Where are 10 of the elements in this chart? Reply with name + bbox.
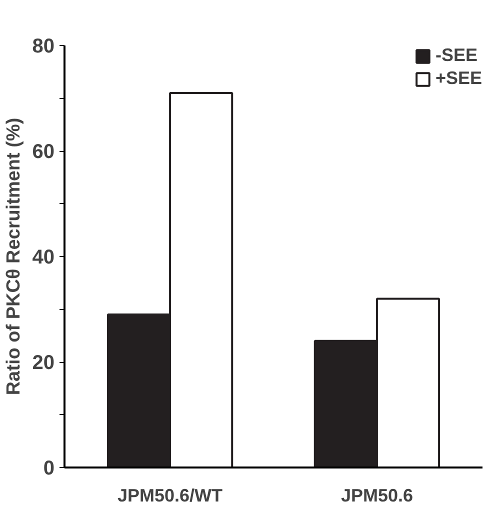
x-tick-label: JPM50.6 bbox=[340, 486, 413, 506]
y-tick-label: 0 bbox=[43, 458, 54, 480]
y-axis-title: Ratio of PKCθ Recruitment (%) bbox=[3, 118, 24, 396]
legend-label: -SEE bbox=[435, 45, 478, 66]
y-tick-label: 20 bbox=[32, 352, 55, 374]
y-tick-label: 40 bbox=[32, 246, 55, 268]
y-tick-label: 80 bbox=[32, 36, 55, 58]
y-tick-label: 60 bbox=[32, 141, 55, 163]
x-tick-label: JPM50.6/WT bbox=[118, 486, 223, 506]
legend-label: +SEE bbox=[435, 68, 482, 89]
